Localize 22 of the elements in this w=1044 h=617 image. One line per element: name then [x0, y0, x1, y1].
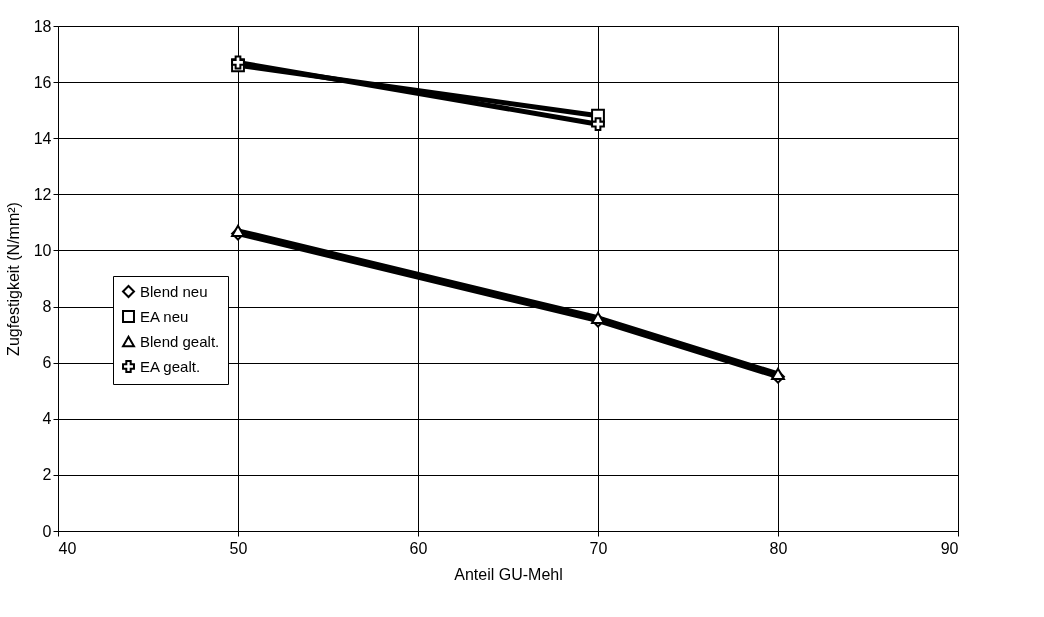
- y-tick-label: 10: [33, 241, 52, 259]
- y-tick-label: 14: [33, 129, 52, 147]
- x-tick-label: 90: [940, 539, 959, 557]
- x-tick-label: 40: [58, 539, 77, 557]
- x-tick-label: 70: [589, 539, 608, 557]
- y-tick-label: 18: [33, 17, 52, 35]
- y-tick-label: 8: [42, 298, 52, 316]
- x-tick-label: 50: [229, 539, 248, 557]
- y-tick-label: 6: [42, 354, 52, 372]
- x-tick-label: 60: [409, 539, 428, 557]
- y-tick-label: 4: [42, 410, 52, 428]
- legend-label: Blend neu: [140, 282, 208, 300]
- y-tick-label: 16: [33, 73, 52, 91]
- legend-label: EA neu: [140, 307, 189, 325]
- x-tick-label: 80: [769, 539, 788, 557]
- x-axis-title: Anteil GU-Mehl: [454, 565, 563, 583]
- y-tick-label: 0: [42, 522, 52, 540]
- y-tick-label: 2: [42, 466, 52, 484]
- y-axis-title: Zugfestigkeit (N/mm²): [4, 202, 22, 356]
- legend-label: EA gealt.: [140, 357, 201, 375]
- y-tick-label: 12: [33, 185, 52, 203]
- legend-label: Blend gealt.: [140, 332, 220, 350]
